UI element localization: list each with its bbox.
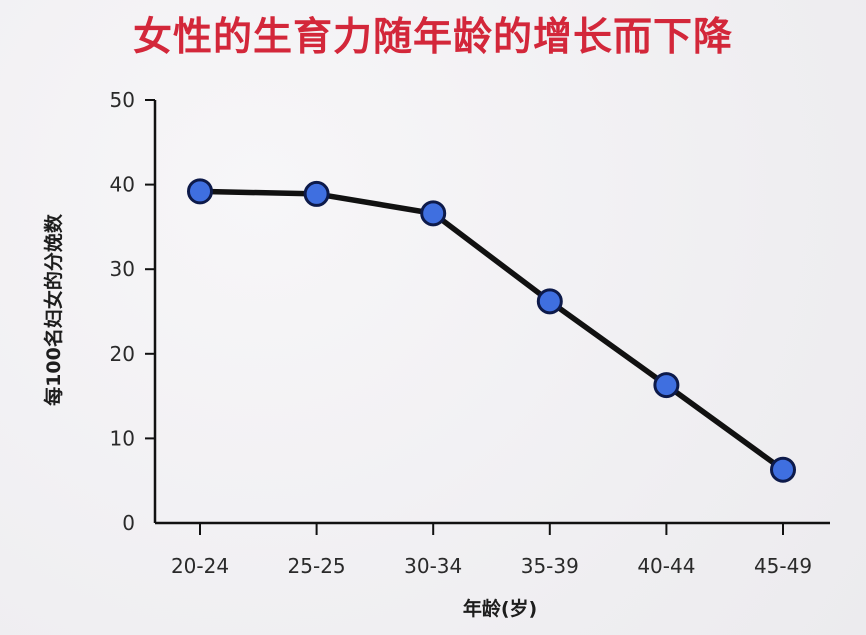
series-group	[187, 178, 796, 483]
data-point-2	[420, 200, 447, 227]
x-tick-label-0: 20-24	[171, 554, 229, 578]
y-tick-label-0: 0	[122, 511, 135, 535]
x-tick-label-4: 40-44	[637, 554, 695, 578]
x-tick-label-1: 25-25	[288, 554, 346, 578]
y-tick-label-30: 30	[110, 257, 135, 281]
data-point-4	[653, 372, 680, 399]
data-point-1	[303, 180, 330, 207]
data-point-5	[770, 456, 796, 483]
data-point-3	[536, 288, 563, 315]
x-ticks: 20-24 25-25 30-34 35-39 40-44 45-49	[171, 523, 812, 578]
series-line-0	[197, 188, 786, 473]
chart-title: 女性的生育力随年龄的增长而下降	[132, 15, 733, 60]
y-tick-label-40: 40	[110, 173, 135, 197]
y-axis-label: 每100名妇女的分娩数	[42, 213, 65, 406]
x-tick-label-5: 45-49	[754, 554, 812, 578]
y-tick-label-10: 10	[110, 426, 135, 450]
y-tick-label-50: 50	[110, 88, 135, 112]
x-tick-label-2: 30-34	[404, 554, 462, 578]
x-tick-label-3: 35-39	[521, 554, 579, 578]
y-tick-label-20: 20	[110, 342, 135, 366]
y-ticks: 0 10 20 30 40 50	[110, 88, 155, 535]
x-axis-label: 年龄(岁)	[463, 597, 537, 620]
data-point-0	[187, 178, 213, 205]
axes	[153, 100, 830, 525]
